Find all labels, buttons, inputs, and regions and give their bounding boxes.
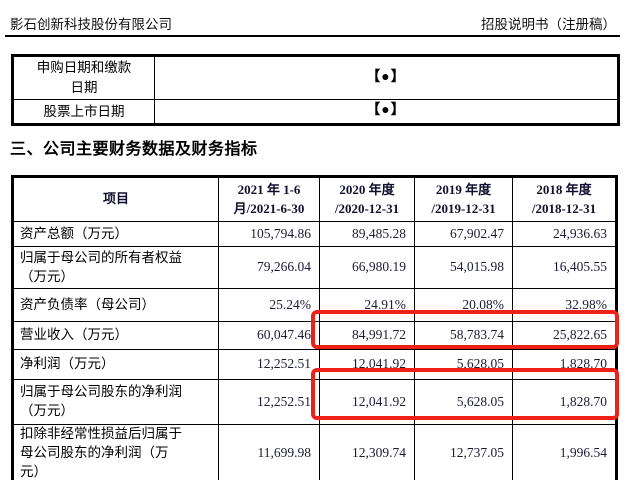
cell-value: 16,405.55 [512,246,617,289]
row-label: 净利润（万元） [12,349,219,380]
cell-value: 12,252.51 [218,349,320,380]
placeholder-value: 【●】 [154,55,619,100]
cell-value: 84,991.72 [319,321,415,350]
cell-value: 5,628.05 [414,349,513,380]
row-label: 营业收入（万元） [12,321,219,350]
row-label: 归属于母公司股东的净利润 （万元） [12,379,219,425]
row-label: 归属于母公司的所有者权益 （万元） [12,246,219,289]
cell-value: 20.08% [414,288,513,322]
table-row: 股票上市日期 【●】 [12,99,619,125]
table-row: 归属于母公司的所有者权益 （万元） 79,266.04 66,980.19 54… [12,246,617,289]
table-row: 资产总额（万元） 105,794.86 89,485.28 67,902.47 … [12,221,617,247]
cell-value: 12,737.05 [414,424,513,480]
listing-dates-table: 申购日期和缴款 日期 【●】 股票上市日期 【●】 [11,54,620,126]
cell-value: 1,828.70 [512,379,617,425]
cell-value: 105,794.86 [218,221,320,247]
info-label: 股票上市日期 [12,99,155,125]
document-header: 影石创新科技股份有限公司 招股说明书（注册稿） [10,13,616,33]
cell-value: 25,822.65 [512,321,617,350]
cell-value: 58,783.74 [414,321,513,350]
cell-value: 54,015.98 [414,246,513,289]
document-type: 招股说明书（注册稿） [481,17,616,32]
cell-value: 11,699.98 [218,424,320,480]
cell-value: 12,252.51 [218,379,320,425]
col-header-2018: 2018 年度 /2018-12-31 [512,176,617,222]
cell-value: 5,628.05 [414,379,513,425]
cell-value: 60,047.46 [218,321,320,350]
table-row: 净利润（万元） 12,252.51 12,041.92 5,628.05 1,8… [12,349,617,380]
cell-value: 24.91% [319,288,415,322]
cell-value: 32.98% [512,288,617,322]
table-row-revenue-highlighted: 营业收入（万元） 60,047.46 84,991.72 58,783.74 2… [12,321,617,350]
col-header-item: 项目 [12,176,219,222]
cell-value: 12,309.74 [319,424,415,480]
col-header-2021: 2021 年 1-6 月/2021-6-30 [218,176,320,222]
cell-value: 24,936.63 [512,221,617,247]
cell-value: 12,041.92 [319,379,415,425]
info-label: 申购日期和缴款 日期 [12,55,155,100]
row-label: 资产负债率（母公司） [12,288,219,322]
company-name: 影石创新科技股份有限公司 [10,17,172,32]
cell-value: 1,996.54 [512,424,617,480]
table-header-row: 项目 2021 年 1-6 月/2021-6-30 2020 年度 /2020-… [12,176,617,222]
col-header-2020: 2020 年度 /2020-12-31 [319,176,415,222]
row-label: 扣除非经常性损益后归属于 母公司股东的净利润（万 元） [12,424,219,480]
header-divider [5,35,620,37]
cell-value: 25.24% [218,288,320,322]
cell-value: 66,980.19 [319,246,415,289]
table-row-net-profit-highlighted: 归属于母公司股东的净利润 （万元） 12,252.51 12,041.92 5,… [12,379,617,425]
cell-value: 79,266.04 [218,246,320,289]
section-title: 三、公司主要财务数据及财务指标 [10,141,258,158]
cell-value: 89,485.28 [319,221,415,247]
col-header-2019: 2019 年度 /2019-12-31 [414,176,513,222]
cell-value: 12,041.92 [319,349,415,380]
table-row: 资产负债率（母公司） 25.24% 24.91% 20.08% 32.98% [12,288,617,322]
table-row: 扣除非经常性损益后归属于 母公司股东的净利润（万 元） 11,699.98 12… [12,424,617,480]
placeholder-value: 【●】 [154,99,619,125]
table-row: 申购日期和缴款 日期 【●】 [12,55,619,100]
row-label: 资产总额（万元） [12,221,219,247]
cell-value: 67,902.47 [414,221,513,247]
cell-value: 1,828.70 [512,349,617,380]
financial-data-table: 项目 2021 年 1-6 月/2021-6-30 2020 年度 /2020-… [11,175,618,480]
